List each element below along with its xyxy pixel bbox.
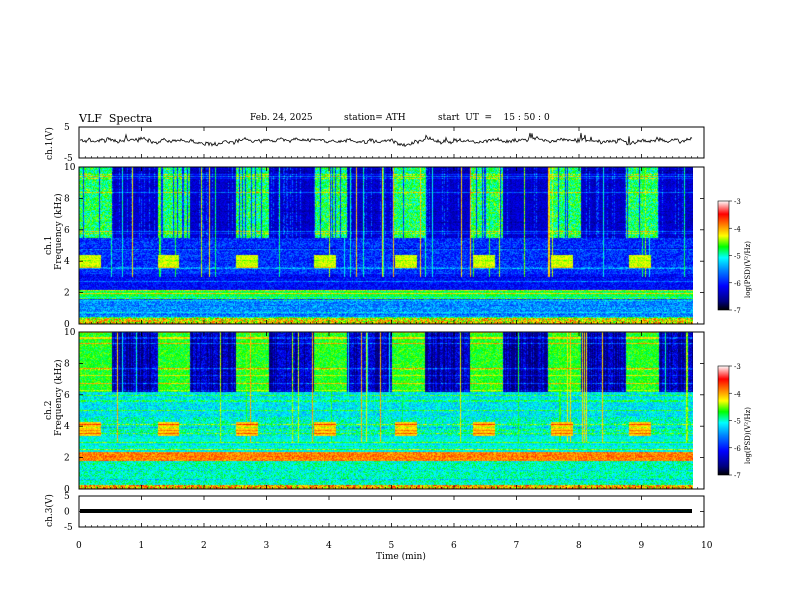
- ch1-spectrogram-panel: [78, 166, 705, 325]
- x-tick-label: 9: [639, 541, 645, 551]
- ch1-voltage-ylabel: ch.1(V): [44, 127, 55, 160]
- x-tick-label: 0: [76, 541, 82, 551]
- ch1-voltage-panel: [78, 126, 705, 159]
- x-axis-label: Time (min): [376, 551, 426, 562]
- colorbar-tick-label: -5: [734, 418, 741, 426]
- x-tick-label: 7: [514, 541, 520, 551]
- ch2-channel-label: ch.2: [44, 401, 54, 420]
- colorbar-tick-label: -3: [734, 198, 741, 206]
- colorbar-tick-label: -5: [734, 253, 741, 261]
- x-tick-label: 8: [576, 541, 582, 551]
- date-label: Feb. 24, 2025: [250, 113, 313, 123]
- ch1-voltage-tick-label: -5: [64, 154, 73, 164]
- ch3-voltage-tick-label: 5: [64, 492, 70, 502]
- ch2-freq-tick-label: 6: [64, 391, 70, 401]
- colorbar-tick-label: -7: [734, 472, 741, 480]
- x-tick-label: 2: [201, 541, 207, 551]
- chart-title: VLF Spectra: [79, 112, 153, 125]
- ch2-freq-tick-label: 8: [64, 359, 70, 369]
- ch3-voltage-ylabel: ch.3(V): [44, 494, 55, 527]
- ch1-freq-tick-label: 8: [64, 194, 70, 204]
- ch1-colorbar-label: log(PSD)(V²/Hz): [744, 241, 752, 298]
- ch1-channel-label: ch.1: [44, 236, 54, 255]
- x-tick-label: 3: [264, 541, 270, 551]
- ch3-voltage-tick-label: 0: [64, 508, 70, 518]
- x-tick-label: 1: [139, 541, 145, 551]
- ch2-freq-tick-label: 2: [64, 454, 70, 464]
- ch2-freq-tick-label: 10: [64, 328, 76, 338]
- ch1-frequency-ylabel: Frequency (kHz): [53, 193, 64, 270]
- colorbar-tick-label: -4: [734, 225, 741, 233]
- ch1-voltage-tick-label: 5: [64, 123, 70, 133]
- colorbar-tick-label: -3: [734, 363, 741, 371]
- ch1-freq-tick-label: 2: [64, 289, 70, 299]
- ch2-colorbar: [717, 365, 730, 476]
- colorbar-tick-label: -4: [734, 390, 741, 398]
- ch1-colorbar: [717, 200, 730, 311]
- x-tick-label: 6: [451, 541, 457, 551]
- station-label: station= ATH: [344, 113, 406, 123]
- ch3-voltage-tick-label: -5: [64, 523, 73, 533]
- ch2-spectrogram-panel: [78, 331, 705, 490]
- ch2-freq-tick-label: 4: [64, 422, 70, 432]
- ch1-freq-tick-label: 6: [64, 226, 70, 236]
- colorbar-tick-label: -6: [734, 445, 741, 453]
- start-time-label: start UT = 15 : 50 : 0: [438, 113, 550, 123]
- ch1-freq-tick-label: 4: [64, 257, 70, 267]
- ch2-freq-tick-label: 0: [64, 485, 70, 495]
- ch2-frequency-ylabel: Frequency (kHz): [53, 359, 64, 436]
- x-tick-label: 10: [701, 541, 713, 551]
- ch1-voltage-trace: [79, 132, 693, 148]
- ch2-colorbar-label: log(PSD)(V²/Hz): [744, 407, 752, 464]
- colorbar-tick-label: -6: [734, 280, 741, 288]
- x-tick-label: 5: [389, 541, 395, 551]
- ch1-freq-tick-label: 0: [64, 320, 70, 330]
- ch1-freq-tick-label: 10: [64, 163, 76, 173]
- x-tick-label: 4: [326, 541, 332, 551]
- colorbar-tick-label: -7: [734, 307, 741, 315]
